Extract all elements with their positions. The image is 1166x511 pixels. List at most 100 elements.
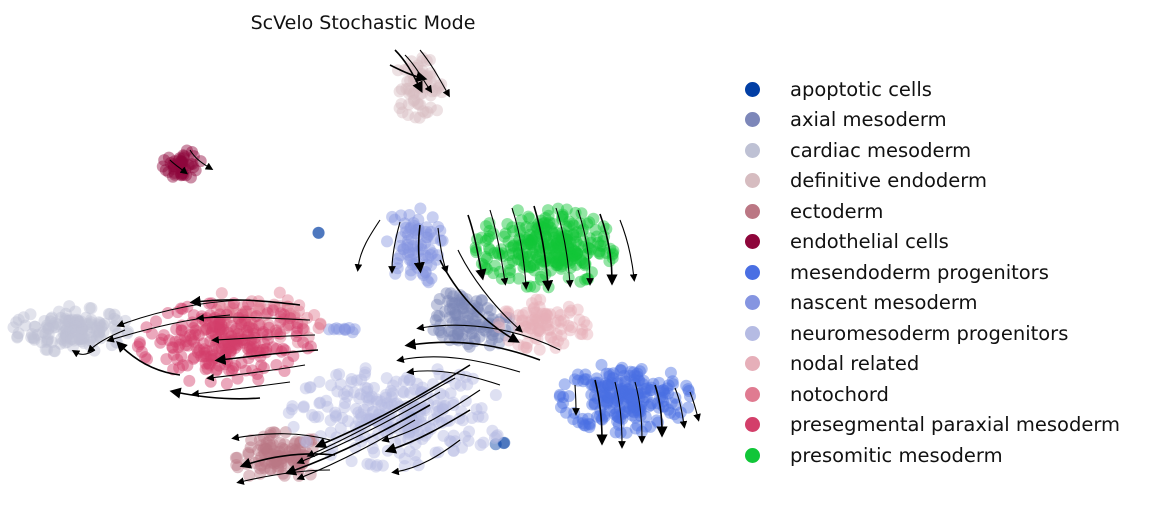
data-point <box>421 274 434 287</box>
data-point <box>640 391 653 404</box>
data-point <box>393 102 406 115</box>
data-point <box>624 389 636 402</box>
data-point <box>245 434 258 447</box>
data-point <box>502 235 515 248</box>
data-point <box>525 314 538 327</box>
velocity-streamline <box>533 205 554 292</box>
data-point <box>278 438 291 451</box>
velocity-streamline <box>419 49 450 98</box>
data-point <box>568 373 581 386</box>
velocity-streamline <box>296 419 416 481</box>
data-point <box>433 324 446 337</box>
data-point <box>41 343 54 356</box>
data-point <box>225 334 238 347</box>
velocity-streamline <box>555 207 574 288</box>
data-point <box>193 344 206 357</box>
data-point <box>627 376 640 389</box>
data-point <box>475 402 488 415</box>
velocity-streamline <box>169 159 189 175</box>
data-point <box>593 245 606 258</box>
data-point <box>268 457 281 470</box>
data-point <box>314 396 327 409</box>
data-point <box>17 311 30 324</box>
data-point <box>278 443 291 456</box>
data-point <box>449 309 462 321</box>
data-point <box>53 305 65 318</box>
data-point <box>519 255 531 268</box>
data-point <box>627 401 640 414</box>
data-point <box>361 382 374 395</box>
data-point <box>412 98 425 111</box>
data-point <box>166 170 179 183</box>
data-point <box>617 385 630 398</box>
data-point <box>222 305 235 318</box>
data-point <box>465 318 478 331</box>
data-point <box>668 408 681 421</box>
data-point <box>431 363 444 376</box>
data-point <box>629 422 642 435</box>
data-point <box>355 373 368 386</box>
data-point <box>405 233 418 245</box>
data-point <box>223 299 236 312</box>
data-point <box>521 238 534 251</box>
data-point <box>167 160 180 173</box>
data-point <box>619 375 632 388</box>
data-point <box>240 318 253 331</box>
data-point <box>282 356 295 369</box>
data-point <box>462 321 475 334</box>
velocity-streamline <box>599 213 618 286</box>
data-point <box>591 392 604 405</box>
data-point <box>227 297 240 310</box>
data-point <box>379 391 392 404</box>
data-point <box>449 306 462 319</box>
series-mesendoderm-progenitors <box>553 358 696 439</box>
data-point <box>553 239 566 252</box>
data-point <box>422 276 435 289</box>
data-point <box>625 393 638 406</box>
legend-item-neuromesoderm-progenitors: neuromesoderm progenitors <box>745 318 1120 349</box>
data-point <box>375 399 388 412</box>
data-point <box>410 413 422 426</box>
data-point <box>253 304 265 316</box>
data-point <box>299 382 312 395</box>
data-point <box>618 375 631 388</box>
data-point <box>401 238 414 251</box>
data-point <box>413 111 426 124</box>
data-point <box>282 319 295 332</box>
data-point <box>516 314 529 327</box>
data-point <box>600 389 613 402</box>
data-point <box>588 398 601 411</box>
data-point <box>40 321 53 334</box>
data-point <box>461 378 474 391</box>
data-point <box>269 324 282 337</box>
data-point <box>133 338 146 351</box>
data-point <box>171 353 184 366</box>
data-point <box>297 336 310 349</box>
data-point <box>398 217 411 230</box>
data-point <box>585 266 598 279</box>
data-point <box>553 251 566 264</box>
data-point <box>213 342 225 355</box>
data-point <box>61 336 74 348</box>
legend-label: neuromesoderm progenitors <box>790 321 1069 345</box>
data-point <box>614 364 627 377</box>
data-point <box>515 214 528 227</box>
data-point <box>242 298 255 311</box>
data-point <box>657 384 670 397</box>
data-point <box>479 234 492 247</box>
data-point <box>612 411 625 424</box>
data-point <box>606 372 619 385</box>
velocity-streamline <box>457 249 523 333</box>
data-point <box>407 217 420 229</box>
data-point <box>320 394 333 407</box>
data-point <box>459 430 471 443</box>
data-point <box>550 237 563 250</box>
data-point <box>313 375 326 388</box>
data-point <box>522 234 535 247</box>
data-point <box>565 242 578 255</box>
data-point <box>268 445 281 458</box>
data-point <box>674 406 687 419</box>
data-point <box>176 157 189 169</box>
data-point <box>93 325 106 338</box>
data-point <box>557 314 570 327</box>
